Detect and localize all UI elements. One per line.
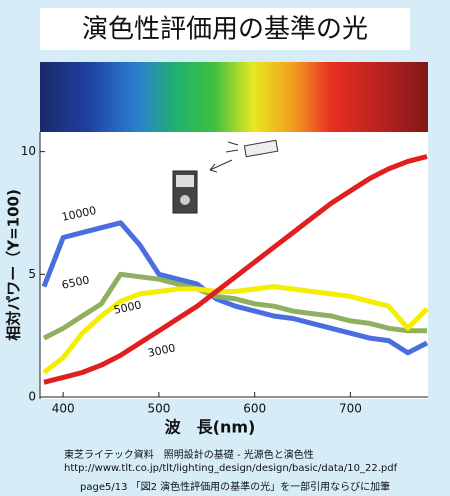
y-axis-label: 相対パワー（Y=100) [5,189,23,341]
x-tick-label: 700 [339,402,362,416]
x-axis-label: 波 長(nm) [165,418,256,437]
series-label: 5000 [113,298,143,317]
plot-area [40,132,428,399]
series-label: 6500 [61,273,91,292]
x-tick-label: 600 [243,402,266,416]
meter-icon [172,170,198,214]
y-tick-label: 5 [28,267,36,281]
chart-title: 演色性評価用の基準の光 [82,15,368,45]
series-label: 3000 [147,341,177,360]
source-line: http://www.tlt.co.jp/tlt/lighting_design… [64,463,398,474]
source-line: page5/13 「図2 演色性評価用の基準の光」を一部引用ならびに加筆 [80,480,390,493]
title-box [40,8,410,50]
source-line: 東芝ライテック資料 照明設計の基礎 - 光源色と演色性 [64,448,314,461]
x-tick-label: 500 [147,402,170,416]
lamp-icon [209,139,279,173]
spectrum-bar [40,62,428,132]
series-line [41,220,429,356]
series-line [42,271,427,341]
series-line [42,284,429,375]
x-tick-label: 400 [52,402,75,416]
y-tick-label: 0 [28,390,36,404]
y-tick-label: 10 [21,144,36,158]
series-line [43,154,428,385]
